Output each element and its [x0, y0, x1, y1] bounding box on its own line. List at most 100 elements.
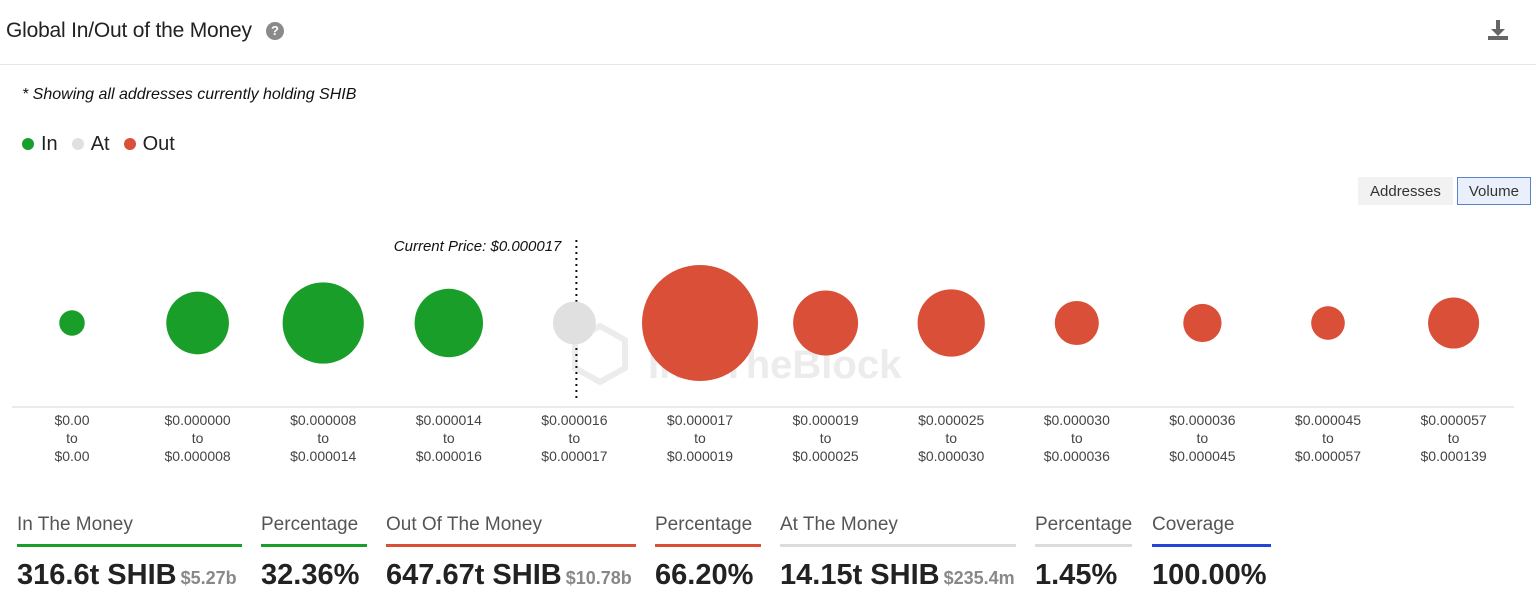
x-tick-label: to [1322, 430, 1334, 446]
x-tick-label: $0.000017 [541, 448, 607, 464]
legend-dot-at [71, 138, 84, 150]
stat-usd-value: $235.4m [943, 568, 1015, 588]
stat-main-value: 1.45% [1035, 559, 1118, 591]
stat-block: Percentage 66.20% [655, 508, 761, 592]
stat-block: In The Money 316.6t SHIB $5.27b [17, 508, 242, 592]
stat-block: Out Of The Money 647.67t SHIB $10.78b [386, 508, 636, 592]
stat-block: Percentage 32.36% [261, 508, 367, 592]
legend-item-out[interactable]: Out [123, 133, 175, 156]
x-tick-label: $0.00 [54, 412, 89, 428]
current-price-label: Current Price: $0.000017 [394, 238, 562, 255]
stat-underline [780, 544, 1016, 547]
x-tick-label: $0.000030 [1044, 412, 1110, 428]
x-tick-label: $0.000019 [667, 448, 733, 464]
bubble-out [793, 290, 859, 356]
x-tick-label: to [1448, 430, 1460, 446]
x-tick-label: $0.000025 [918, 412, 984, 428]
x-tick-label: $0.000036 [1044, 448, 1110, 464]
stat-label: Percentage [1035, 514, 1133, 535]
stat-main-value: 66.20% [655, 559, 754, 591]
x-tick-label: to [820, 430, 832, 446]
bubble-out [917, 289, 985, 357]
bubble-at [552, 301, 596, 345]
legend-item-at[interactable]: At [71, 132, 110, 156]
x-tick-label: $0.000000 [165, 412, 231, 428]
bubble-in [282, 282, 364, 364]
x-tick-label: $0.00 [54, 448, 89, 464]
stat-value: 100.00% [1152, 559, 1271, 592]
volume-toggle[interactable]: Volume [1456, 177, 1531, 205]
x-tick-label: $0.000008 [290, 412, 356, 428]
bubble-out [642, 265, 758, 381]
question-circle-icon[interactable]: ? [266, 22, 284, 40]
stat-value: 316.6t SHIB $5.27b [17, 559, 242, 592]
summary-stats: In The Money 316.6t SHIB $5.27b Percentage 3… [0, 508, 1536, 604]
stat-block: Percentage 1.45% [1035, 508, 1132, 592]
x-tick-label: to [192, 430, 204, 446]
stat-main-value: 647.67t SHIB [386, 559, 562, 591]
x-tick-label: $0.000008 [165, 448, 231, 464]
stat-usd-value: $10.78b [565, 568, 632, 588]
stat-value: 14.15t SHIB $235.4m [780, 559, 1016, 592]
x-tick-label: to [66, 430, 78, 446]
metric-toggle-group: Addresses Volume [1358, 177, 1531, 205]
x-tick-label: $0.000019 [793, 412, 859, 428]
x-tick-label: $0.000030 [918, 448, 984, 464]
stat-main-value: 100.00% [1152, 559, 1267, 591]
x-tick-label: to [569, 430, 581, 446]
watermark-logo-icon [572, 322, 628, 386]
legend-dot-out [123, 138, 136, 150]
stat-label: Out Of The Money [386, 514, 542, 535]
stat-main-value: 316.6t SHIB [17, 559, 177, 591]
x-tick-label: to [1197, 430, 1209, 446]
bubble-in [166, 291, 229, 355]
stat-value: 66.20% [655, 559, 761, 592]
stat-main-value: 32.36% [261, 559, 360, 591]
stat-underline [1152, 544, 1271, 547]
x-tick-label: $0.000139 [1421, 448, 1487, 464]
x-tick-label: $0.000045 [1169, 448, 1235, 464]
legend-label-at: At [90, 132, 110, 155]
stat-label: In The Money [17, 514, 133, 535]
bubble-out [1428, 297, 1480, 349]
stat-label: Percentage [655, 514, 753, 535]
stat-block: Coverage 100.00% [1152, 508, 1271, 592]
x-tick-label: to [945, 430, 957, 446]
addresses-toggle[interactable]: Addresses [1358, 177, 1453, 205]
bubble-out [1311, 306, 1345, 340]
stat-usd-value: $5.27b [180, 568, 237, 588]
stat-label: Percentage [261, 514, 359, 535]
download-icon[interactable] [1486, 18, 1510, 42]
stat-underline [655, 544, 761, 547]
stat-value: 1.45% [1035, 559, 1132, 592]
x-tick-label: $0.000014 [290, 448, 356, 464]
bubble-in [59, 310, 85, 336]
holdings-note: * Showing all addresses currently holdin… [22, 86, 357, 103]
legend-dot-in [22, 138, 34, 150]
bubble-out [1183, 303, 1222, 343]
stat-value: 32.36% [261, 559, 367, 592]
x-tick-label: $0.000025 [793, 448, 859, 464]
stat-underline [17, 544, 242, 547]
stat-underline [1035, 544, 1132, 547]
x-tick-label: to [1071, 430, 1083, 446]
x-tick-label: $0.000045 [1295, 412, 1361, 428]
x-tick-label: $0.000036 [1169, 412, 1235, 428]
x-tick-label: to [317, 430, 329, 446]
widget-header: Global In/Out of the Money ? [0, 0, 1536, 65]
x-tick-label: $0.000017 [667, 412, 733, 428]
legend-label-in: In [41, 132, 58, 155]
x-tick-label: $0.000014 [416, 412, 482, 428]
stat-block: At The Money 14.15t SHIB $235.4m [780, 508, 1016, 592]
bubble-in [414, 288, 484, 358]
stat-label: Coverage [1152, 514, 1235, 535]
x-tick-label: $0.000057 [1421, 412, 1487, 428]
legend-item-in[interactable]: In [22, 133, 58, 156]
bubble-out [1054, 300, 1099, 346]
x-tick-label: to [694, 430, 706, 446]
x-tick-label: $0.000016 [541, 412, 607, 428]
stat-value: 647.67t SHIB $10.78b [386, 559, 636, 592]
stat-main-value: 14.15t SHIB [780, 559, 940, 591]
stat-underline [261, 544, 367, 547]
